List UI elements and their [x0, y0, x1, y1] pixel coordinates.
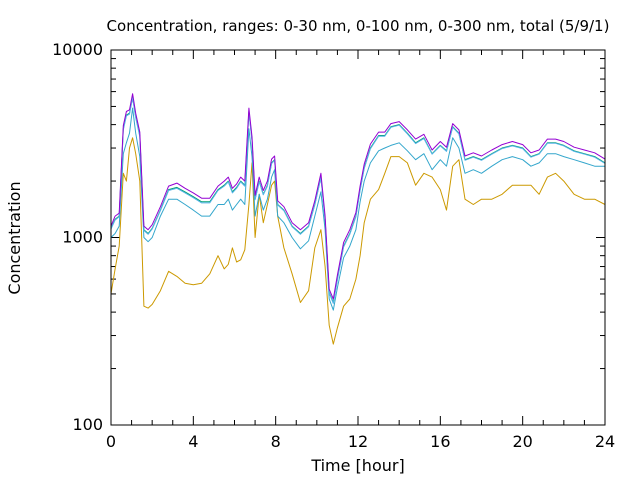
x-tick-label: 0 [106, 432, 116, 451]
x-tick-label: 4 [188, 432, 198, 451]
x-axis-label: Time [hour] [310, 456, 404, 475]
plot-frame [110, 49, 606, 426]
series-line-4 [110, 97, 606, 304]
y-ticks: 100 1000 10000 [52, 40, 605, 434]
y-tick-label: 100 [72, 415, 103, 434]
x-tick-label: 12 [348, 432, 368, 451]
y-axis-label: Concentration [5, 181, 24, 294]
x-tick-label: 24 [595, 432, 615, 451]
x-tick-label: 20 [512, 432, 532, 451]
series-line-1 [110, 137, 606, 345]
series-line-5 [110, 93, 606, 300]
series-line-2 [110, 107, 605, 311]
x-tick-label: 8 [271, 432, 281, 451]
series-group [110, 93, 606, 345]
chart-title: Concentration, ranges: 0-30 nm, 0-100 nm… [107, 17, 610, 35]
y-tick-label: 1000 [62, 228, 103, 247]
x-tick-label: 16 [430, 432, 450, 451]
y-tick-label: 10000 [52, 40, 103, 59]
